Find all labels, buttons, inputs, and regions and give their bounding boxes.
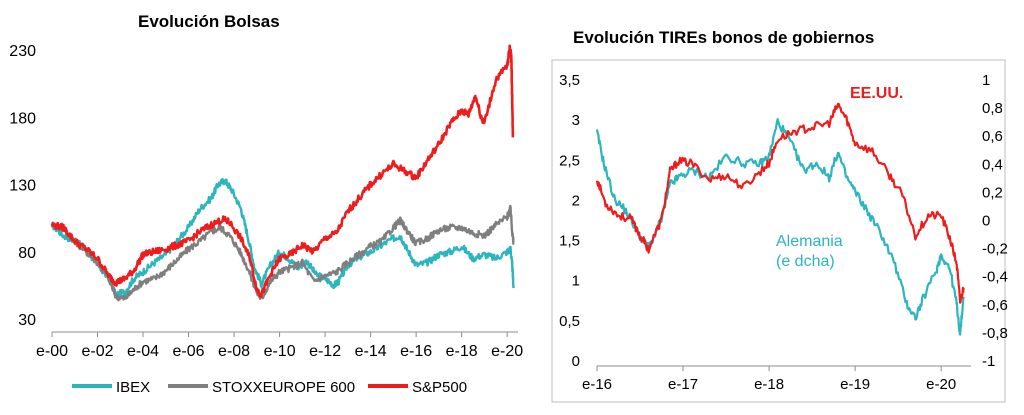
y2-tick-label: 1: [982, 72, 990, 89]
x-tick-label: e-17: [668, 376, 698, 393]
y-tick-label: 3,5: [559, 72, 580, 89]
x-tick-label: e-06: [173, 343, 205, 360]
x-tick-label: e-16: [582, 376, 612, 393]
series-group: [595, 102, 965, 336]
annotation-germany-axis: (e dcha): [776, 253, 835, 270]
x-tick-label: e-00: [36, 343, 68, 360]
series-line-ibex: [51, 178, 515, 298]
chart-title: Evolución Bolsas: [138, 12, 280, 31]
plot-frame: [551, 59, 1006, 403]
y-axis-right: -1 -0,8 -0,6 -0,4 -0,2 0 0,2 0,4 0,6 0,8 1: [982, 72, 1008, 370]
series-line-us: [595, 102, 965, 304]
series-group: [50, 44, 515, 302]
x-tick-label: e-16: [400, 343, 432, 360]
x-tick-label: e-19: [840, 376, 870, 393]
x-tick-label: e-08: [218, 343, 250, 360]
y-tick-label: 180: [9, 110, 36, 127]
x-tick-label: e-14: [355, 343, 387, 360]
y-tick-label: 1: [572, 273, 580, 290]
x-tick-label: e-04: [127, 343, 159, 360]
y2-tick-label: 0,8: [982, 100, 1003, 117]
y2-tick-label: -0,6: [982, 297, 1008, 314]
y-tick-label: 2,5: [559, 152, 580, 169]
y-axis: 30 80 130 180 230: [9, 43, 36, 329]
legend-label-stoxx: STOXXEUROPE 600: [212, 379, 355, 396]
y2-tick-label: -0,4: [982, 269, 1008, 286]
y2-tick-label: 0: [982, 213, 990, 230]
series-line-s-p500: [50, 44, 515, 299]
x-tick-label: e-20: [926, 376, 956, 393]
y-tick-label: 80: [18, 245, 36, 262]
y-tick-label: 230: [9, 43, 36, 60]
legend-label-ibex: IBEX: [116, 379, 150, 396]
y-tick-label: 0,5: [559, 313, 580, 330]
chart-bond-yields: Evolución TIREs bonos de gobiernos 0 0,5 1…: [551, 28, 1008, 403]
y-tick-label: 30: [18, 312, 36, 329]
y2-tick-label: 0,2: [982, 184, 1003, 201]
annotation-germany: Alemania: [776, 233, 843, 250]
y2-tick-label: 0,4: [982, 156, 1003, 173]
x-tick-label: e-20: [491, 343, 523, 360]
series-line-stoxxeurope-600: [50, 204, 515, 302]
y-axis-left: 0 0,5 1 1,5 2 2,5 3 3,5: [559, 72, 580, 370]
x-tick-label: e-18: [754, 376, 784, 393]
y2-tick-label: 0,6: [982, 128, 1003, 145]
x-tick-label: e-02: [82, 343, 114, 360]
chart-title: Evolución TIREs bonos de gobiernos: [573, 28, 874, 47]
annotation-us: EE.UU.: [850, 85, 903, 102]
x-tick-label: e-18: [446, 343, 478, 360]
y-tick-label: 1,5: [559, 233, 580, 250]
x-tick-label: e-12: [309, 343, 341, 360]
y-tick-label: 130: [9, 178, 36, 195]
x-axis: e-00 e-02 e-04 e-06 e-08 e-10 e-12 e-14 e-16 e-18…: [36, 331, 523, 360]
x-tick-label: e-10: [264, 343, 296, 360]
legend: IBEX STOXXEUROPE 600 S&P500: [72, 379, 467, 396]
y2-tick-label: -0,8: [982, 325, 1008, 342]
series-line-germany: [595, 118, 965, 336]
x-axis: e-16 e-17 e-18 e-19 e-20: [582, 365, 971, 393]
y-tick-label: 0: [572, 353, 580, 370]
y2-tick-label: -0,2: [982, 241, 1008, 258]
y2-tick-label: -1: [982, 353, 995, 370]
y-tick-label: 3: [572, 112, 580, 129]
y-tick-label: 2: [572, 192, 580, 209]
legend-label-sp500: S&P500: [412, 379, 467, 396]
